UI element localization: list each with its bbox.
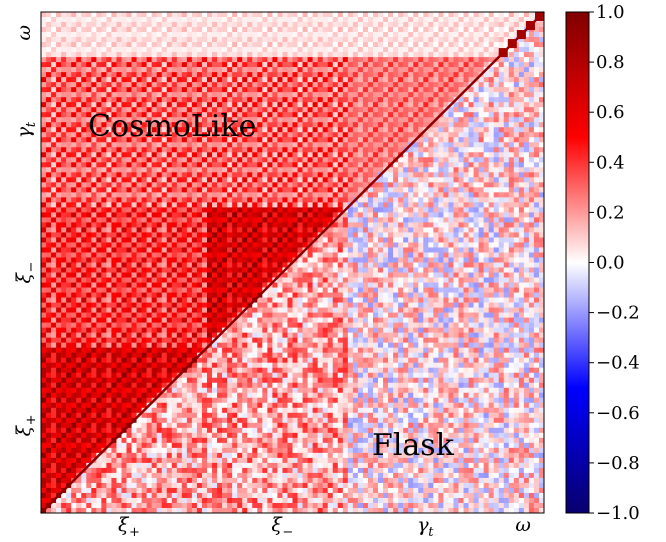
y-axis-label: ω — [13, 25, 35, 41]
omega-diagonal-block — [516, 30, 526, 40]
x-axis-label: ξ — [271, 514, 283, 536]
x-axis-label: γ — [417, 514, 429, 536]
y-axis-label-symbol: ξ — [13, 272, 35, 284]
omega-diagonal-block — [534, 12, 544, 22]
y-axis-label-symbol: γ — [13, 126, 35, 138]
y-axis-label: ξ− — [13, 262, 39, 284]
lower-triangle-label: Flask — [372, 428, 455, 463]
y-axis-label: ξ+ — [13, 414, 39, 436]
x-axis-label-subscript: + — [129, 525, 140, 540]
heatmap — [41, 12, 544, 513]
colorbar-tick-label: −0.8 — [596, 453, 640, 474]
colorbar-tick-label: 1.0 — [596, 2, 625, 23]
x-axis-label-subscript: − — [282, 525, 293, 540]
y-axis-label-subscript: − — [24, 262, 39, 273]
colorbar-tick-label: −0.4 — [596, 353, 640, 374]
x-axis-label: ξ — [118, 514, 130, 536]
omega-diagonal-block — [525, 21, 535, 31]
colorbar — [565, 11, 590, 514]
x-axis-label-subscript: t — [428, 525, 434, 540]
upper-triangle-label: CosmoLike — [88, 109, 256, 144]
colorbar-tick-label: 0.8 — [596, 52, 625, 73]
plot-frame — [40, 11, 545, 514]
omega-diagonal-block — [498, 48, 508, 58]
colorbar-tick-label: −0.6 — [596, 403, 640, 424]
colorbar-tick-label: 0.6 — [596, 102, 625, 123]
diagonal-line — [40, 11, 545, 514]
colorbar-tick-label: 0.0 — [596, 253, 625, 274]
y-axis-label: γt — [13, 121, 39, 138]
colorbar-tick-label: −0.2 — [596, 303, 640, 324]
colorbar-tick-label: 0.2 — [596, 202, 625, 223]
x-axis-label: ω — [515, 514, 531, 536]
colorbar-tick-label: 0.4 — [596, 152, 625, 173]
omega-diagonal-block — [507, 39, 517, 49]
colorbar-ticks: 1.0 0.8 0.6 0.4 0.2 0.0 −0.2 −0.4 −0.6 −0.8 −1.0 — [589, 2, 640, 524]
y-axis-label-subscript: + — [24, 414, 39, 425]
heatmap-diagonal — [40, 11, 545, 514]
y-axis-label-symbol: ω — [13, 25, 35, 41]
x-axis-labels: ξ + ξ − γ t ω — [118, 514, 531, 540]
y-axis-label-symbol: ξ — [13, 424, 35, 436]
colorbar-tick-label: −1.0 — [596, 503, 640, 524]
y-axis-label-subscript: t — [24, 121, 39, 127]
